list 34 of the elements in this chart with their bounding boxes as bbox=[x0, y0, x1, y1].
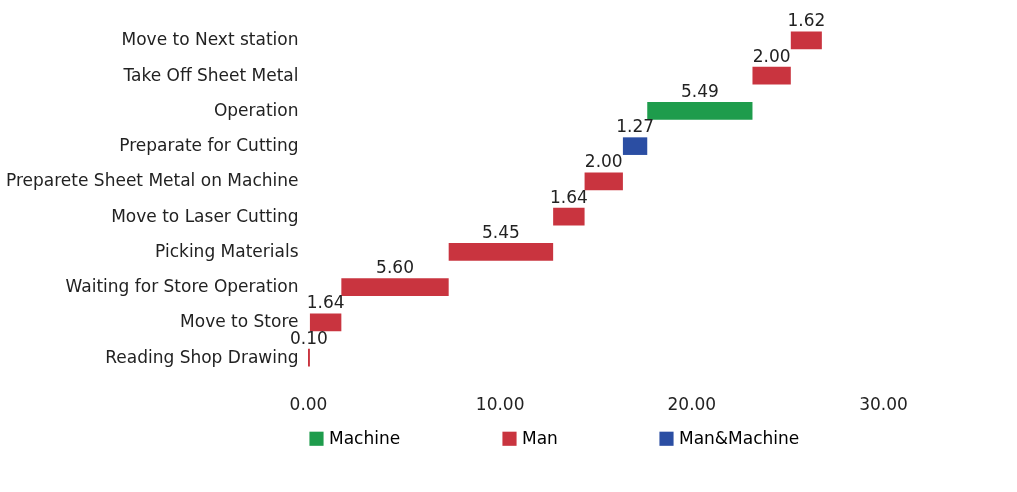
text: 5.49 bbox=[680, 80, 719, 101]
text: 5.60 bbox=[376, 257, 414, 278]
y-tick-label: Preparete Sheet Metal on Machine bbox=[6, 170, 299, 191]
y-tick-label: Move to Laser Cutting bbox=[111, 205, 299, 226]
y-tick-label: Picking Materials bbox=[155, 240, 299, 261]
bar bbox=[622, 137, 648, 155]
bar bbox=[341, 278, 449, 296]
text: 2.00 bbox=[584, 151, 623, 172]
bar bbox=[553, 207, 585, 226]
y-tick-label: Reading Shop Drawing bbox=[105, 346, 299, 367]
bar bbox=[448, 243, 554, 261]
y-tick-label: Preparate for Cutting bbox=[119, 135, 299, 156]
y-tick-label: Operation bbox=[213, 99, 299, 120]
y-tick-label: Move to Next station bbox=[121, 29, 299, 50]
legend-label: Man bbox=[522, 427, 558, 448]
text: 1.64 bbox=[549, 186, 588, 207]
bar bbox=[309, 313, 342, 332]
text: 2.00 bbox=[752, 45, 791, 66]
x-tick-label: 0.00 bbox=[289, 393, 328, 414]
y-tick-label: Waiting for Store Operation bbox=[65, 276, 299, 297]
text: 1.62 bbox=[787, 10, 826, 31]
text: 5.45 bbox=[481, 221, 520, 242]
x-tick-label: 10.00 bbox=[475, 393, 525, 414]
bar bbox=[647, 102, 753, 120]
bar bbox=[752, 66, 791, 85]
x-tick-label: 20.00 bbox=[667, 393, 717, 414]
text: 1.27 bbox=[616, 116, 655, 137]
y-tick-label: Take Off Sheet Metal bbox=[122, 64, 299, 85]
bar bbox=[790, 31, 822, 50]
x-tick-label: 30.00 bbox=[859, 393, 908, 414]
bar bbox=[584, 172, 623, 191]
legend-label: Machine bbox=[329, 427, 401, 448]
text: 1.64 bbox=[306, 292, 345, 313]
legend-label: Man&Machine bbox=[679, 427, 800, 448]
